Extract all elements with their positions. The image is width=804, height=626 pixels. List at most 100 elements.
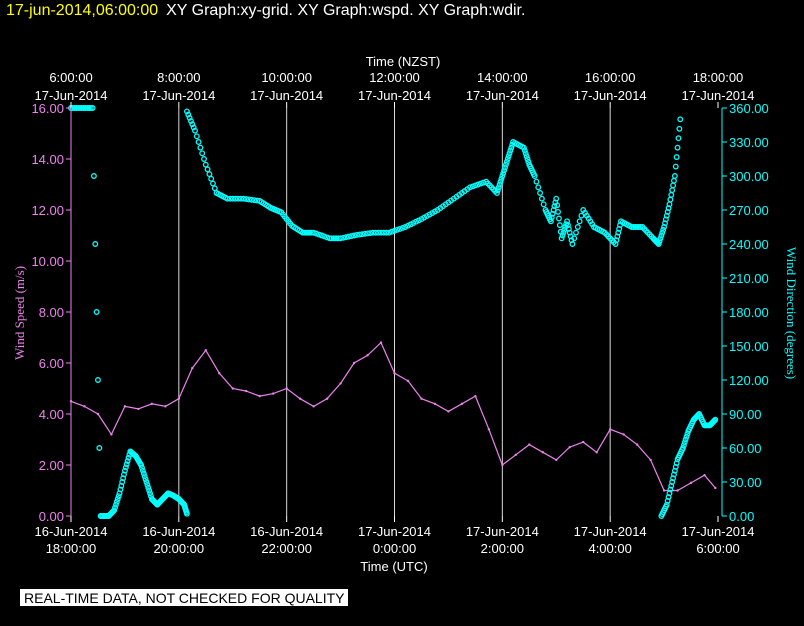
- wind-direction-marker: [383, 229, 390, 236]
- wind-direction-marker: [522, 150, 529, 157]
- wind-direction-marker: [229, 195, 236, 202]
- y-left-tick-label: 8.00: [39, 305, 64, 320]
- wind-direction-marker: [502, 164, 508, 171]
- wind-direction-point: [240, 195, 247, 202]
- y-right-tick-label: 60.00: [729, 441, 762, 456]
- wind-direction-marker: [378, 229, 384, 236]
- wind-speed-point: [555, 458, 558, 462]
- wind-direction-marker: [348, 233, 355, 240]
- wind-speed-point: [352, 361, 356, 365]
- wind-direction-marker: [657, 235, 664, 242]
- wind-direction-marker: [123, 461, 130, 468]
- wind-direction-marker: [505, 153, 512, 160]
- wind-direction-marker: [495, 184, 502, 191]
- wind-speed-point: [447, 410, 450, 413]
- wind-speed-point: [474, 394, 477, 398]
- wind-speed-point: [325, 397, 329, 400]
- wind-direction-point: [111, 507, 118, 514]
- wind-direction-marker: [235, 195, 242, 202]
- x-top-tick-date: 17-Jun-2014: [142, 88, 215, 103]
- wind-direction-point: [192, 127, 198, 134]
- wind-direction-marker: [475, 181, 482, 188]
- wind-direction-marker: [367, 230, 374, 236]
- wind-direction-marker: [538, 195, 545, 202]
- wind-direction-marker: [210, 180, 216, 187]
- wind-speed-point: [231, 387, 234, 390]
- wind-direction-marker: [147, 490, 154, 497]
- wind-speed-point: [595, 451, 598, 454]
- wind-direction-point: [680, 445, 686, 451]
- wind-direction-point: [369, 229, 376, 236]
- wind-direction-marker: [388, 228, 395, 235]
- wind-direction-marker: [469, 183, 476, 190]
- wind-speed-point: [676, 489, 679, 492]
- wind-direction-marker: [211, 185, 218, 192]
- wind-direction-marker: [472, 182, 479, 189]
- wind-direction-marker: [667, 196, 674, 203]
- y-right-tick-label: 150.00: [729, 339, 769, 354]
- wind-direction-marker: [188, 118, 194, 124]
- wind-direction-marker: [201, 156, 207, 162]
- x-top-tick-time: 14:00:00: [477, 70, 528, 85]
- wind-direction-marker: [351, 232, 358, 239]
- wind-speed-point: [582, 440, 585, 444]
- wind-direction-marker: [497, 178, 504, 185]
- wind-direction-marker: [115, 493, 122, 500]
- wind-direction-marker: [227, 195, 234, 202]
- wind-speed-point: [339, 382, 342, 385]
- x-top-tick-time: 18:00:00: [693, 70, 744, 85]
- wind-direction-marker: [140, 470, 147, 477]
- wind-direction-marker: [380, 229, 387, 236]
- wind-direction-marker: [189, 121, 196, 128]
- wind-direction-marker: [660, 226, 667, 233]
- wind-direction-marker: [139, 467, 146, 474]
- wind-direction-marker: [711, 417, 718, 424]
- wind-speed-point: [177, 397, 181, 400]
- wind-direction-marker: [142, 476, 149, 483]
- x-bottom-tick-date: 17-Jun-2014: [574, 524, 647, 539]
- wind-direction-marker: [399, 224, 406, 231]
- y-right-tick-label: 90.00: [729, 407, 762, 422]
- x-bottom-tick-time: 2:00:00: [481, 541, 524, 556]
- wind-speed-point: [312, 405, 315, 408]
- y-right-tick-label: 270.00: [729, 203, 769, 218]
- wind-direction-marker: [193, 133, 200, 140]
- wind-direction-marker: [190, 124, 197, 131]
- wind-direction-marker: [96, 445, 103, 451]
- x-bottom-tick-date: 16-Jun-2014: [35, 524, 108, 539]
- x-bottom-tick-time: 6:00:00: [696, 541, 739, 556]
- wind-direction-marker: [122, 464, 129, 471]
- x-bottom-tick-time: 4:00:00: [588, 541, 631, 556]
- wind-direction-marker: [502, 161, 509, 168]
- wind-direction-marker: [680, 442, 687, 449]
- y-right-tick-label: 120.00: [729, 373, 769, 388]
- x-top-tick-time: 10:00:00: [261, 70, 312, 85]
- wind-direction-marker: [533, 178, 540, 185]
- wind-direction-marker: [571, 235, 578, 242]
- graph-header: 17-jun-2014,06:00:00 XY Graph:xy-grid. XY…: [6, 2, 525, 20]
- wind-direction-marker: [535, 184, 542, 191]
- wind-speed-point: [568, 445, 571, 449]
- wind-direction-marker: [356, 231, 363, 238]
- wind-direction-marker: [574, 224, 581, 230]
- x-top-tick-time: 6:00:00: [49, 70, 92, 85]
- wind-direction-marker: [682, 436, 689, 443]
- wind-direction-point: [558, 235, 565, 242]
- wind-direction-marker: [359, 231, 366, 238]
- wind-direction-marker: [372, 229, 379, 236]
- y-left-axis-title: Wind Speed (m/s): [12, 266, 27, 360]
- wind-direction-marker: [145, 484, 152, 491]
- wind-direction-marker: [525, 158, 532, 165]
- wind-speed-point: [714, 486, 717, 490]
- wind-direction-marker: [248, 196, 255, 203]
- y-left-tick-label: 6.00: [39, 356, 64, 371]
- wind-direction-marker: [573, 229, 579, 236]
- y-left-tick-label: 12.00: [31, 203, 64, 218]
- wind-direction-point: [553, 195, 560, 202]
- wind-direction-marker: [675, 135, 682, 142]
- wind-direction-marker: [243, 196, 250, 202]
- x-top-axis-title: Time (NZST): [366, 54, 441, 69]
- x-top-tick-date: 17-Jun-2014: [250, 88, 323, 103]
- wind-direction-marker: [560, 229, 567, 236]
